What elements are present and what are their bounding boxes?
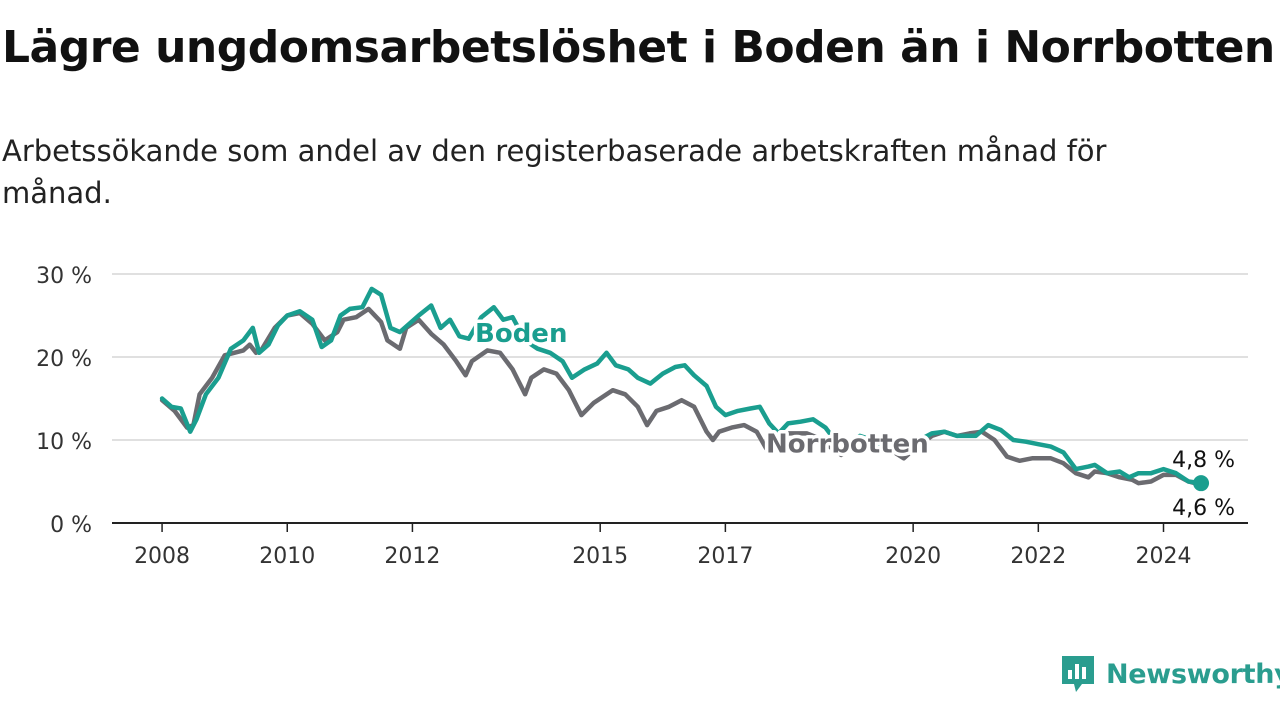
x-tick-label: 2010 <box>259 544 315 569</box>
end-value-label-norrbotten: 4,6 % <box>1172 496 1235 521</box>
brand-name: Newsworthy <box>1106 658 1280 690</box>
y-tick-label: 0 % <box>50 513 92 538</box>
x-tick-label: 2024 <box>1136 544 1192 569</box>
x-tick-label: 2012 <box>384 544 440 569</box>
bar-chart-speech-bubble-icon <box>1062 656 1094 692</box>
y-tick-label: 10 % <box>36 430 92 455</box>
x-tick-label: 2017 <box>697 544 753 569</box>
x-tick-label: 2020 <box>885 544 941 569</box>
series-line-boden <box>159 286 1204 486</box>
chart-subtitle: Arbetssökande som andel av den registerb… <box>2 134 1107 210</box>
newsworthy-logo: Newsworthy <box>1060 654 1280 694</box>
y-tick-label: 20 % <box>36 347 92 372</box>
end-value-label-boden: 4,8 % <box>1172 448 1235 473</box>
x-tick-label: 2022 <box>1010 544 1066 569</box>
series-label-norrbotten: Norrbotten <box>766 429 929 459</box>
page-title: Lägre ungdomsarbetslöshet i Boden än i N… <box>2 22 1275 73</box>
x-tick-label: 2008 <box>134 544 190 569</box>
y-tick-label: 30 % <box>36 264 92 289</box>
series-line-norrbotten <box>159 306 1204 488</box>
x-tick-label: 2015 <box>572 544 628 569</box>
end-point-marker <box>1193 475 1210 492</box>
line-chart: 0 % 10 % 20 % 30 % 2008 2010 2012 2015 2017 2020 2… <box>36 264 1248 569</box>
series-label-boden: Boden <box>475 319 567 349</box>
